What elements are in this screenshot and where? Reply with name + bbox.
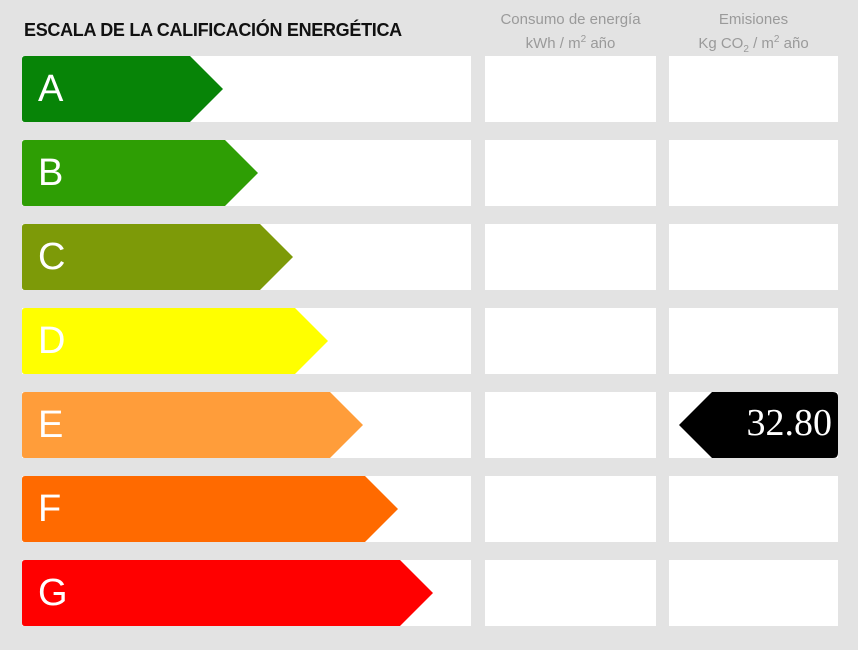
rating-letter: G xyxy=(38,572,68,614)
emisiones-cell xyxy=(669,56,838,122)
rating-row-f: F xyxy=(0,476,858,542)
rating-letter: A xyxy=(38,68,64,110)
consumo-cell xyxy=(485,224,656,290)
emisiones-cell xyxy=(669,140,838,206)
rating-row-e: E 32.80 xyxy=(0,392,858,458)
rating-letter: E xyxy=(38,404,64,446)
rating-arrow-c xyxy=(22,224,293,290)
consumo-cell xyxy=(485,392,656,458)
rating-letter: B xyxy=(38,152,64,194)
rating-letter: C xyxy=(38,236,66,278)
emisiones-cell xyxy=(669,224,838,290)
rating-row-d: D xyxy=(0,308,858,374)
rating-row-b: B xyxy=(0,140,858,206)
emisiones-pointer xyxy=(679,392,838,458)
page-title: ESCALA DE LA CALIFICACIÓN ENERGÉTICA xyxy=(24,20,402,40)
rating-arrow-d xyxy=(22,308,328,374)
rating-arrow-b xyxy=(22,140,258,206)
rating-letter: D xyxy=(38,320,66,362)
consumo-cell xyxy=(485,476,656,542)
emisiones-value: 32.80 xyxy=(746,402,833,444)
column-header-emisiones: Emisiones Kg CO2 / m2 año xyxy=(669,10,838,60)
rating-row-c: C xyxy=(0,224,858,290)
consumo-cell xyxy=(485,140,656,206)
consumo-label: Consumo de energía xyxy=(500,11,641,28)
rating-arrow-a xyxy=(22,56,223,122)
rating-arrow-g xyxy=(22,560,433,626)
column-header-consumo: Consumo de energía kWh / m2 año xyxy=(485,10,656,54)
emisiones-cell xyxy=(669,476,838,542)
rating-arrow-f xyxy=(22,476,398,542)
rating-row-g: G xyxy=(0,560,858,626)
emisiones-unit: Kg CO2 / m2 año xyxy=(698,34,809,55)
consumo-cell xyxy=(485,560,656,626)
emisiones-cell xyxy=(669,308,838,374)
consumo-cell xyxy=(485,308,656,374)
consumo-unit: kWh / m2 año xyxy=(525,34,616,52)
rating-letter: F xyxy=(38,488,62,530)
emisiones-label: Emisiones xyxy=(718,11,789,28)
rating-arrow-e xyxy=(22,392,363,458)
emisiones-cell xyxy=(669,560,838,626)
rating-row-a: A xyxy=(0,56,858,122)
consumo-cell xyxy=(485,56,656,122)
